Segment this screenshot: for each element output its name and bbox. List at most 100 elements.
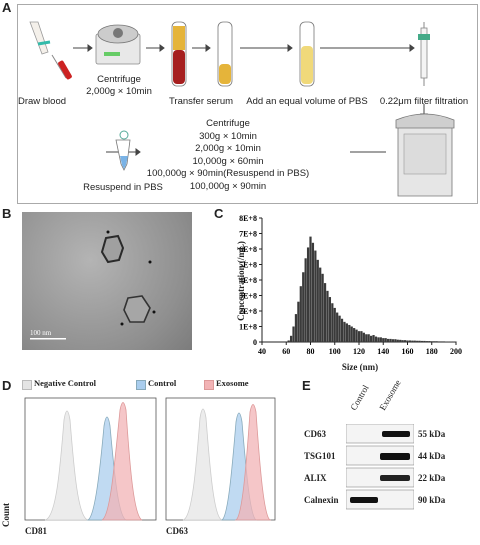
wb-size-cd63: 55 kDa (418, 429, 446, 439)
cf-line-4: 100,000g × 90min(Resuspend in PBS) (146, 168, 310, 180)
chart-bar (311, 242, 315, 342)
chart-bar (423, 340, 426, 342)
chart-bar (289, 335, 293, 342)
chart-bar (362, 332, 365, 342)
flow-panel-cd81 (24, 397, 157, 521)
chart-bar (403, 340, 407, 342)
chart-bar (287, 340, 290, 342)
chart-bar (343, 321, 346, 342)
chart-bar (408, 340, 412, 342)
arm-syringe-icon (29, 21, 72, 80)
chart-bar (374, 336, 378, 342)
x-tick-label: 140 (377, 347, 389, 356)
chart-bar (406, 340, 409, 342)
legend-negative-control: Negative Control (34, 378, 96, 388)
workflow-graphics (29, 21, 455, 197)
step-resuspend: Resuspend in PBS (83, 182, 163, 193)
panel-label-c: C (214, 206, 224, 221)
cf-line-3: 10,000g × 60min (192, 155, 264, 167)
chart-bar (355, 329, 358, 342)
chart-bar (323, 283, 327, 342)
chart-bar (437, 341, 441, 342)
chart-bar (326, 290, 329, 342)
serum-tube-icon (217, 21, 233, 87)
flow-panel-cd63 (165, 397, 276, 521)
chart-bar (336, 312, 339, 342)
y-tick-label: 2E+8 (239, 307, 257, 316)
flow-y-label: Count (1, 502, 12, 528)
chart-bar (367, 334, 370, 342)
wb-size-calnexin: 90 kDa (418, 495, 446, 505)
chart-bar (299, 286, 302, 342)
chart-bar (440, 341, 443, 342)
chart-bar (304, 258, 307, 342)
step-filter: 0.22μm filter filtration (379, 96, 469, 107)
chart-bar (399, 339, 402, 342)
step-transfer-serum: Transfer serum (168, 96, 234, 107)
chart-bar (396, 339, 399, 342)
chart-bar (384, 338, 387, 342)
x-tick-label: 100 (329, 347, 341, 356)
chart-bar (328, 297, 332, 342)
chart-bar (394, 339, 397, 342)
chart-bar (379, 337, 382, 342)
y-tick-label: 6E+8 (239, 245, 257, 254)
legend-control: Control (148, 378, 177, 388)
panel-label-e: E (302, 378, 311, 393)
legend-swatch-exosome (204, 380, 214, 390)
wb-protein-calnexin: Calnexin (304, 495, 339, 505)
chart-bar (306, 247, 310, 342)
chart-bar (294, 314, 298, 342)
chart-bar (360, 331, 363, 342)
wb-size-tsg101: 44 kDa (418, 451, 446, 461)
chart-bar (435, 341, 438, 342)
chart-bar (302, 272, 305, 342)
separated-blood-tube-icon (171, 21, 187, 87)
chart-bar (372, 335, 375, 342)
chart-bar (416, 340, 419, 342)
chart-bar (309, 236, 312, 342)
chart-bar (348, 324, 351, 342)
chart-bar (331, 303, 334, 342)
chart-x-label: Size (nm) (341, 362, 379, 372)
chart-bar (314, 250, 317, 342)
chart-bar (350, 326, 353, 342)
legend-swatch-control (136, 380, 146, 390)
x-tick-label: 200 (450, 347, 462, 356)
chart-bar (401, 340, 404, 342)
x-tick-label: 80 (307, 347, 315, 356)
chart-bar (386, 338, 390, 342)
chart-bar (428, 341, 431, 342)
chart-bar (391, 339, 395, 342)
cf-line-0: Centrifuge (206, 118, 250, 129)
step-add-pbs: Add an equal volume of PBS (246, 96, 368, 107)
cf-line-5: 100,000g × 90min (189, 180, 267, 192)
legend-exosome: Exosome (216, 378, 249, 388)
x-tick-label: 180 (426, 347, 438, 356)
chart-bar (321, 273, 324, 342)
panel-label-d: D (2, 378, 12, 393)
x-tick-label: 120 (353, 347, 365, 356)
workflow-frame (17, 4, 478, 204)
wb-protein-alix: ALIX (304, 473, 327, 483)
wb-protein-cd63: CD63 (304, 429, 326, 439)
chart-bar (333, 307, 336, 342)
step-draw-blood: Draw blood (17, 96, 67, 107)
ultracentrifuge-icon (395, 113, 455, 197)
x-tick-label: 40 (258, 347, 266, 356)
step-centrifuge: Centrifuge 2,000g × 10min (86, 74, 152, 97)
x-tick-label: 60 (282, 347, 290, 356)
eppendorf-tube-icon (115, 130, 131, 171)
tem-scale-bar-label: 100 nm (30, 329, 52, 337)
chart-bar (433, 341, 436, 342)
wb-size-alix: 22 kDa (418, 473, 446, 483)
panel-label-a: A (2, 0, 12, 15)
y-tick-label: 0 (253, 338, 257, 347)
chart-bar (430, 341, 433, 342)
flow-marker-cd63: CD63 (166, 526, 188, 536)
y-tick-label: 8E+8 (239, 214, 257, 223)
chart-bar (377, 337, 380, 342)
western-blot-bands (346, 424, 414, 510)
y-tick-label: 1E+8 (239, 323, 257, 332)
